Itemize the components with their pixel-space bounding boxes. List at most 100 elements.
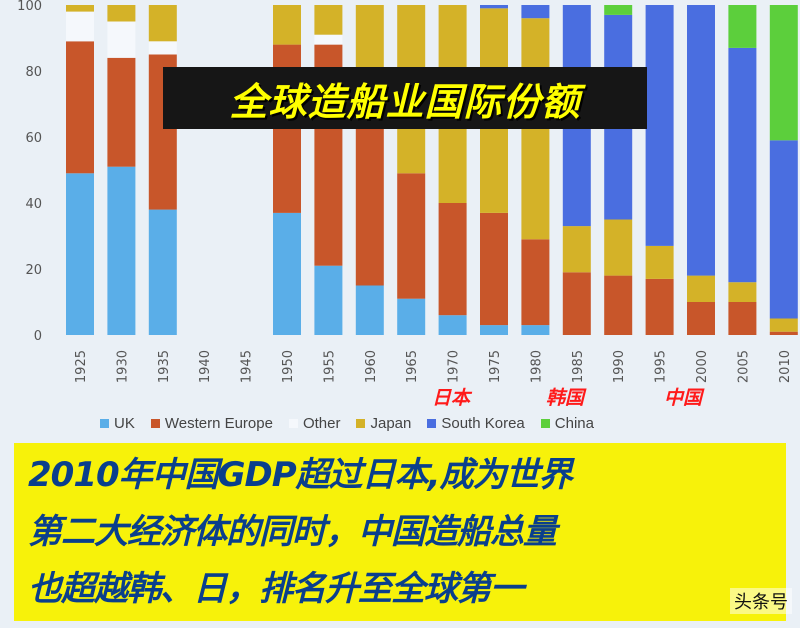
x-tick-label: 2010	[778, 350, 793, 383]
annotation-china: 中国	[664, 387, 703, 409]
legend-swatch	[288, 419, 298, 428]
bar-segment	[314, 5, 343, 35]
bar-segment	[687, 302, 715, 335]
bar-segment	[521, 325, 550, 335]
legend-swatch	[150, 419, 160, 428]
x-tick-label: 1980	[529, 350, 544, 383]
legend-label: Western Europe	[164, 415, 273, 432]
legend-label: China	[554, 415, 594, 432]
chart-title-box: 全球造船业国际份额	[163, 67, 647, 129]
bar-segment	[645, 5, 674, 246]
y-tick-label: 20	[25, 263, 42, 278]
bar-segment	[314, 34, 343, 45]
legend-label: Japan	[370, 415, 412, 432]
bar-segment	[562, 272, 591, 335]
caption-line-3: 也超越韩、日，排名升至全球第一	[28, 569, 524, 609]
x-tick-label: 1970	[447, 350, 462, 383]
y-tick-label: 40	[25, 197, 42, 212]
x-tick-label: 1985	[571, 350, 586, 383]
legend-swatch	[356, 419, 366, 428]
bar-segment	[769, 331, 798, 335]
x-tick-label: 2005	[736, 350, 751, 383]
legend-item: UK	[100, 415, 135, 432]
bar-segment	[769, 318, 798, 332]
x-tick-label: 1925	[74, 350, 89, 383]
bar-segment	[438, 203, 467, 316]
watermark: 头条号	[730, 588, 792, 614]
x-tick-label: 1990	[612, 350, 627, 383]
bar-segment	[397, 173, 426, 299]
bar-segment	[769, 5, 798, 141]
chart-title: 全球造船业国际份额	[229, 79, 581, 124]
bar-segment	[397, 298, 426, 335]
legend-item: Japan	[356, 415, 411, 432]
bar-segment	[480, 5, 508, 9]
bar-segment	[107, 21, 136, 58]
bar-segment	[66, 11, 94, 42]
bar-segment	[107, 5, 136, 22]
x-tick-label: 1930	[115, 350, 130, 383]
bar-segment	[728, 5, 757, 48]
bar-segment	[604, 219, 633, 276]
bar-segment	[562, 226, 591, 273]
caption-line-2: 第二大经济体的同时，中国造船总量	[28, 512, 557, 552]
x-tick-label: 1945	[240, 350, 255, 383]
bar-segment	[521, 5, 550, 19]
bar-segment	[480, 212, 508, 326]
caption-box: 2010年中国GDP超过日本,成为世界 第二大经济体的同时，中国造船总量 也超越…	[14, 443, 786, 621]
x-tick-label: 1950	[281, 350, 296, 383]
bar-segment	[769, 140, 798, 319]
bar-segment	[728, 302, 757, 335]
annotation-korea: 韩国	[546, 387, 585, 409]
bar-segment	[604, 5, 633, 15]
bar-segment	[480, 325, 508, 335]
legend-label: UK	[114, 415, 135, 432]
y-tick-label: 80	[25, 65, 42, 80]
legend-label: South Korea	[441, 415, 525, 432]
bar-segment	[355, 285, 384, 335]
bar-segment	[521, 239, 550, 326]
y-tick-label: 60	[25, 131, 42, 146]
bar-segment	[728, 282, 757, 302]
legend-swatch	[540, 419, 550, 428]
x-tick-label: 1935	[157, 350, 172, 383]
x-tick-label: 1940	[198, 350, 213, 383]
bar-segment	[604, 275, 633, 335]
bar-segment	[148, 209, 177, 335]
bar-segment	[687, 275, 715, 302]
legend-item: Other	[288, 415, 341, 432]
bar-segment	[107, 57, 136, 167]
bar-segment	[148, 5, 177, 42]
legend-swatch	[427, 419, 437, 428]
x-tick-label: 2000	[695, 350, 710, 383]
y-tick-label: 0	[34, 329, 42, 344]
y-tick-label: 100	[17, 0, 42, 14]
bar-segment	[645, 278, 674, 335]
legend-swatch	[100, 419, 109, 428]
bar-segment	[438, 315, 467, 335]
bar-segment	[107, 166, 136, 335]
x-tick-label: 1955	[322, 350, 337, 383]
x-tick-label: 1960	[364, 350, 379, 383]
bar-segment	[66, 41, 94, 174]
legend-item: Western Europe	[150, 415, 273, 432]
x-tick-label: 1975	[488, 350, 503, 383]
bar-segment	[66, 5, 94, 12]
bar-segment	[728, 47, 757, 283]
caption-line-1: 2010年中国GDP超过日本,成为世界	[28, 455, 573, 495]
chart-legend: UK Western Europe Other Japan South Korea Chi…	[100, 415, 610, 432]
bar-segment	[314, 265, 343, 335]
legend-item: South Korea	[427, 415, 525, 432]
bar-segment	[66, 173, 94, 335]
bar-segment	[645, 245, 674, 279]
legend-label: Other	[302, 415, 341, 432]
stacked-bar-chart: 0 20 40 60 80 100 1925 1930 1935 1940 1945 1950 195…	[17, 0, 798, 383]
x-tick-label: 1965	[405, 350, 420, 383]
legend-item: China	[540, 415, 594, 432]
bar-segment	[148, 41, 177, 55]
bar-segment	[273, 5, 301, 45]
annotation-japan: 日本	[432, 387, 471, 409]
x-tick-label: 1995	[654, 350, 669, 383]
bar-segment	[687, 5, 715, 276]
bar-segment	[273, 212, 301, 335]
